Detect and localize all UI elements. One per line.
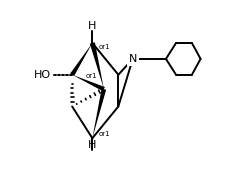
Polygon shape [90, 42, 104, 89]
Text: N: N [129, 54, 137, 64]
Polygon shape [92, 89, 106, 138]
Text: or1: or1 [98, 131, 110, 137]
Text: HO: HO [34, 70, 50, 80]
Text: H: H [88, 140, 97, 150]
Polygon shape [72, 75, 105, 91]
Text: or1: or1 [98, 44, 110, 50]
Polygon shape [70, 43, 92, 76]
Text: H: H [88, 22, 97, 32]
Text: or1: or1 [85, 73, 97, 79]
